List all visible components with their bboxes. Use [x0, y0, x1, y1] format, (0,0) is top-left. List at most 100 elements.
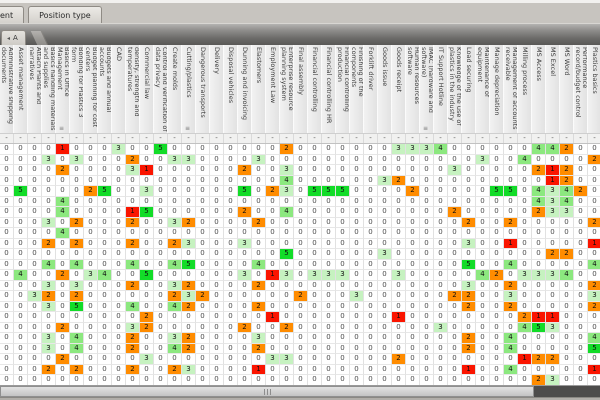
matrix-cell[interactable]: 0 — [574, 196, 588, 207]
matrix-cell[interactable]: 2 — [182, 217, 196, 228]
matrix-cell[interactable]: 0 — [0, 165, 14, 176]
matrix-cell[interactable]: 0 — [336, 238, 350, 249]
matrix-cell[interactable]: 0 — [476, 186, 490, 197]
column-header[interactable]: Human resources software — [406, 45, 420, 133]
matrix-cell[interactable]: 3 — [462, 238, 476, 249]
matrix-cell[interactable]: 0 — [574, 333, 588, 344]
matrix-cell[interactable]: 0 — [308, 280, 322, 291]
matrix-cell[interactable]: 0 — [112, 238, 126, 249]
matrix-cell[interactable]: 0 — [224, 249, 238, 260]
matrix-cell[interactable]: 0 — [476, 175, 490, 186]
matrix-cell[interactable]: 0 — [588, 207, 600, 218]
matrix-cell[interactable]: 0 — [532, 291, 546, 302]
matrix-cell[interactable]: 0 — [210, 270, 224, 281]
matrix-cell[interactable]: 0 — [322, 364, 336, 375]
matrix-cell[interactable]: 0 — [154, 228, 168, 239]
matrix-cell[interactable]: 0 — [196, 322, 210, 333]
matrix-cell[interactable]: 3 — [266, 354, 280, 365]
matrix-cell[interactable]: 3 — [280, 270, 294, 281]
matrix-cell[interactable]: 0 — [140, 333, 154, 344]
matrix-cell[interactable]: 4 — [70, 333, 84, 344]
matrix-cell[interactable]: 0 — [504, 375, 518, 385]
matrix-cell[interactable]: 0 — [84, 228, 98, 239]
matrix-cell[interactable]: 1 — [546, 175, 560, 186]
matrix-cell[interactable]: 0 — [252, 228, 266, 239]
matrix-cell[interactable]: 0 — [14, 364, 28, 375]
matrix-cell[interactable]: 0 — [28, 186, 42, 197]
matrix-cell[interactable]: 0 — [420, 238, 434, 249]
matrix-cell[interactable]: 5 — [336, 186, 350, 197]
matrix-cell[interactable]: 0 — [462, 144, 476, 155]
matrix-cell[interactable]: 0 — [406, 280, 420, 291]
matrix-cell[interactable]: 0 — [196, 207, 210, 218]
matrix-cell[interactable]: 0 — [0, 154, 14, 165]
matrix-cell[interactable]: 0 — [518, 291, 532, 302]
matrix-cell[interactable]: 0 — [336, 144, 350, 155]
matrix-cell[interactable]: 0 — [224, 196, 238, 207]
matrix-cell[interactable]: 2 — [84, 186, 98, 197]
matrix-cell[interactable]: 5 — [462, 259, 476, 270]
matrix-cell[interactable]: 0 — [490, 217, 504, 228]
matrix-cell[interactable]: 0 — [56, 249, 70, 260]
matrix-cell[interactable]: 0 — [350, 364, 364, 375]
filter-cell[interactable]: - — [210, 134, 224, 143]
matrix-cell[interactable]: 2 — [392, 175, 406, 186]
matrix-cell[interactable]: 3 — [336, 270, 350, 281]
matrix-cell[interactable]: 0 — [294, 144, 308, 155]
matrix-cell[interactable]: 3 — [560, 207, 574, 218]
matrix-cell[interactable]: 0 — [238, 375, 252, 385]
matrix-cell[interactable]: 0 — [154, 217, 168, 228]
matrix-cell[interactable]: 0 — [308, 165, 322, 176]
matrix-cell[interactable]: 0 — [490, 165, 504, 176]
matrix-cell[interactable]: 0 — [98, 154, 112, 165]
matrix-cell[interactable]: 0 — [126, 175, 140, 186]
tab-partial-left[interactable]: ent — [0, 6, 25, 23]
matrix-cell[interactable]: 0 — [280, 280, 294, 291]
matrix-cell[interactable]: 0 — [196, 343, 210, 354]
matrix-cell[interactable]: 0 — [70, 249, 84, 260]
matrix-cell[interactable]: 0 — [252, 238, 266, 249]
matrix-cell[interactable]: 5 — [532, 322, 546, 333]
matrix-cell[interactable]: 0 — [574, 343, 588, 354]
matrix-cell[interactable]: 0 — [364, 364, 378, 375]
matrix-cell[interactable]: 0 — [434, 207, 448, 218]
matrix-cell[interactable]: 0 — [42, 175, 56, 186]
matrix-cell[interactable]: 0 — [322, 249, 336, 260]
matrix-cell[interactable]: 0 — [406, 270, 420, 281]
matrix-cell[interactable]: 0 — [210, 312, 224, 323]
matrix-cell[interactable]: 0 — [56, 364, 70, 375]
matrix-cell[interactable]: 3 — [182, 154, 196, 165]
matrix-cell[interactable]: 2 — [294, 291, 308, 302]
matrix-cell[interactable]: 0 — [42, 322, 56, 333]
filter-cell[interactable]: - — [252, 134, 266, 143]
matrix-cell[interactable]: 0 — [350, 343, 364, 354]
column-header[interactable]: Maintenance of equipment — [476, 45, 490, 133]
matrix-cell[interactable]: 0 — [0, 364, 14, 375]
matrix-cell[interactable]: 0 — [350, 301, 364, 312]
matrix-cell[interactable]: 0 — [336, 154, 350, 165]
matrix-cell[interactable]: 0 — [504, 354, 518, 365]
matrix-cell[interactable]: 3 — [252, 333, 266, 344]
matrix-cell[interactable]: 0 — [574, 217, 588, 228]
matrix-cell[interactable]: 0 — [420, 312, 434, 323]
matrix-cell[interactable]: 0 — [448, 228, 462, 239]
matrix-cell[interactable]: 0 — [476, 343, 490, 354]
matrix-cell[interactable]: 0 — [56, 333, 70, 344]
matrix-cell[interactable]: 0 — [336, 228, 350, 239]
matrix-cell[interactable]: 0 — [112, 343, 126, 354]
matrix-cell[interactable]: 2 — [588, 154, 600, 165]
matrix-cell[interactable]: 0 — [126, 375, 140, 385]
matrix-cell[interactable]: 0 — [462, 175, 476, 186]
matrix-cell[interactable]: 0 — [42, 270, 56, 281]
matrix-cell[interactable]: 0 — [196, 154, 210, 165]
matrix-cell[interactable]: 0 — [364, 186, 378, 197]
matrix-cell[interactable]: 0 — [210, 228, 224, 239]
matrix-cell[interactable]: 5 — [490, 186, 504, 197]
matrix-cell[interactable]: 0 — [294, 154, 308, 165]
matrix-cell[interactable]: 0 — [42, 186, 56, 197]
matrix-cell[interactable]: 4 — [532, 144, 546, 155]
matrix-cell[interactable]: 0 — [546, 343, 560, 354]
matrix-cell[interactable]: 0 — [154, 333, 168, 344]
matrix-cell[interactable]: 0 — [56, 259, 70, 270]
column-header[interactable]: Create molds — [168, 45, 182, 133]
